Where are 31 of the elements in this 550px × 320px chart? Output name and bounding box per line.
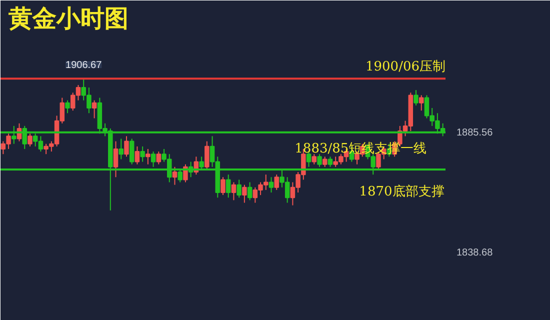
candlestick <box>418 94 424 112</box>
candlestick <box>129 138 134 165</box>
ref-line-label: 1900/06压制 <box>365 60 446 75</box>
candlestick <box>113 140 118 178</box>
candlestick <box>322 156 328 168</box>
candlestick <box>28 133 32 147</box>
y-tick-label: 1838.68 <box>456 248 494 259</box>
candlestick <box>146 148 150 165</box>
candlestick <box>172 166 178 186</box>
candlestick <box>274 174 279 190</box>
candlestick <box>124 136 129 158</box>
candlestick <box>156 151 162 165</box>
candlestick <box>242 184 247 204</box>
candlestick <box>92 100 97 119</box>
ref-line-label: 1870底部支撑 <box>359 184 444 200</box>
candlestick <box>236 179 242 198</box>
candlestick <box>231 182 236 201</box>
candlestick <box>134 146 140 165</box>
candlestick <box>65 100 70 114</box>
candlestick <box>118 138 124 160</box>
candlestick <box>140 146 145 162</box>
annotation: 1906.67 <box>66 60 102 72</box>
y-tick-label: 1885.56 <box>456 128 494 139</box>
candlestick <box>268 176 274 193</box>
candlestick <box>226 174 231 198</box>
chart-title: 黄金小时图 <box>8 4 128 32</box>
candlestick <box>414 90 418 106</box>
candlestick <box>312 154 317 165</box>
candlestick <box>247 182 252 201</box>
candlestick <box>220 176 226 196</box>
candlestick <box>204 140 210 170</box>
